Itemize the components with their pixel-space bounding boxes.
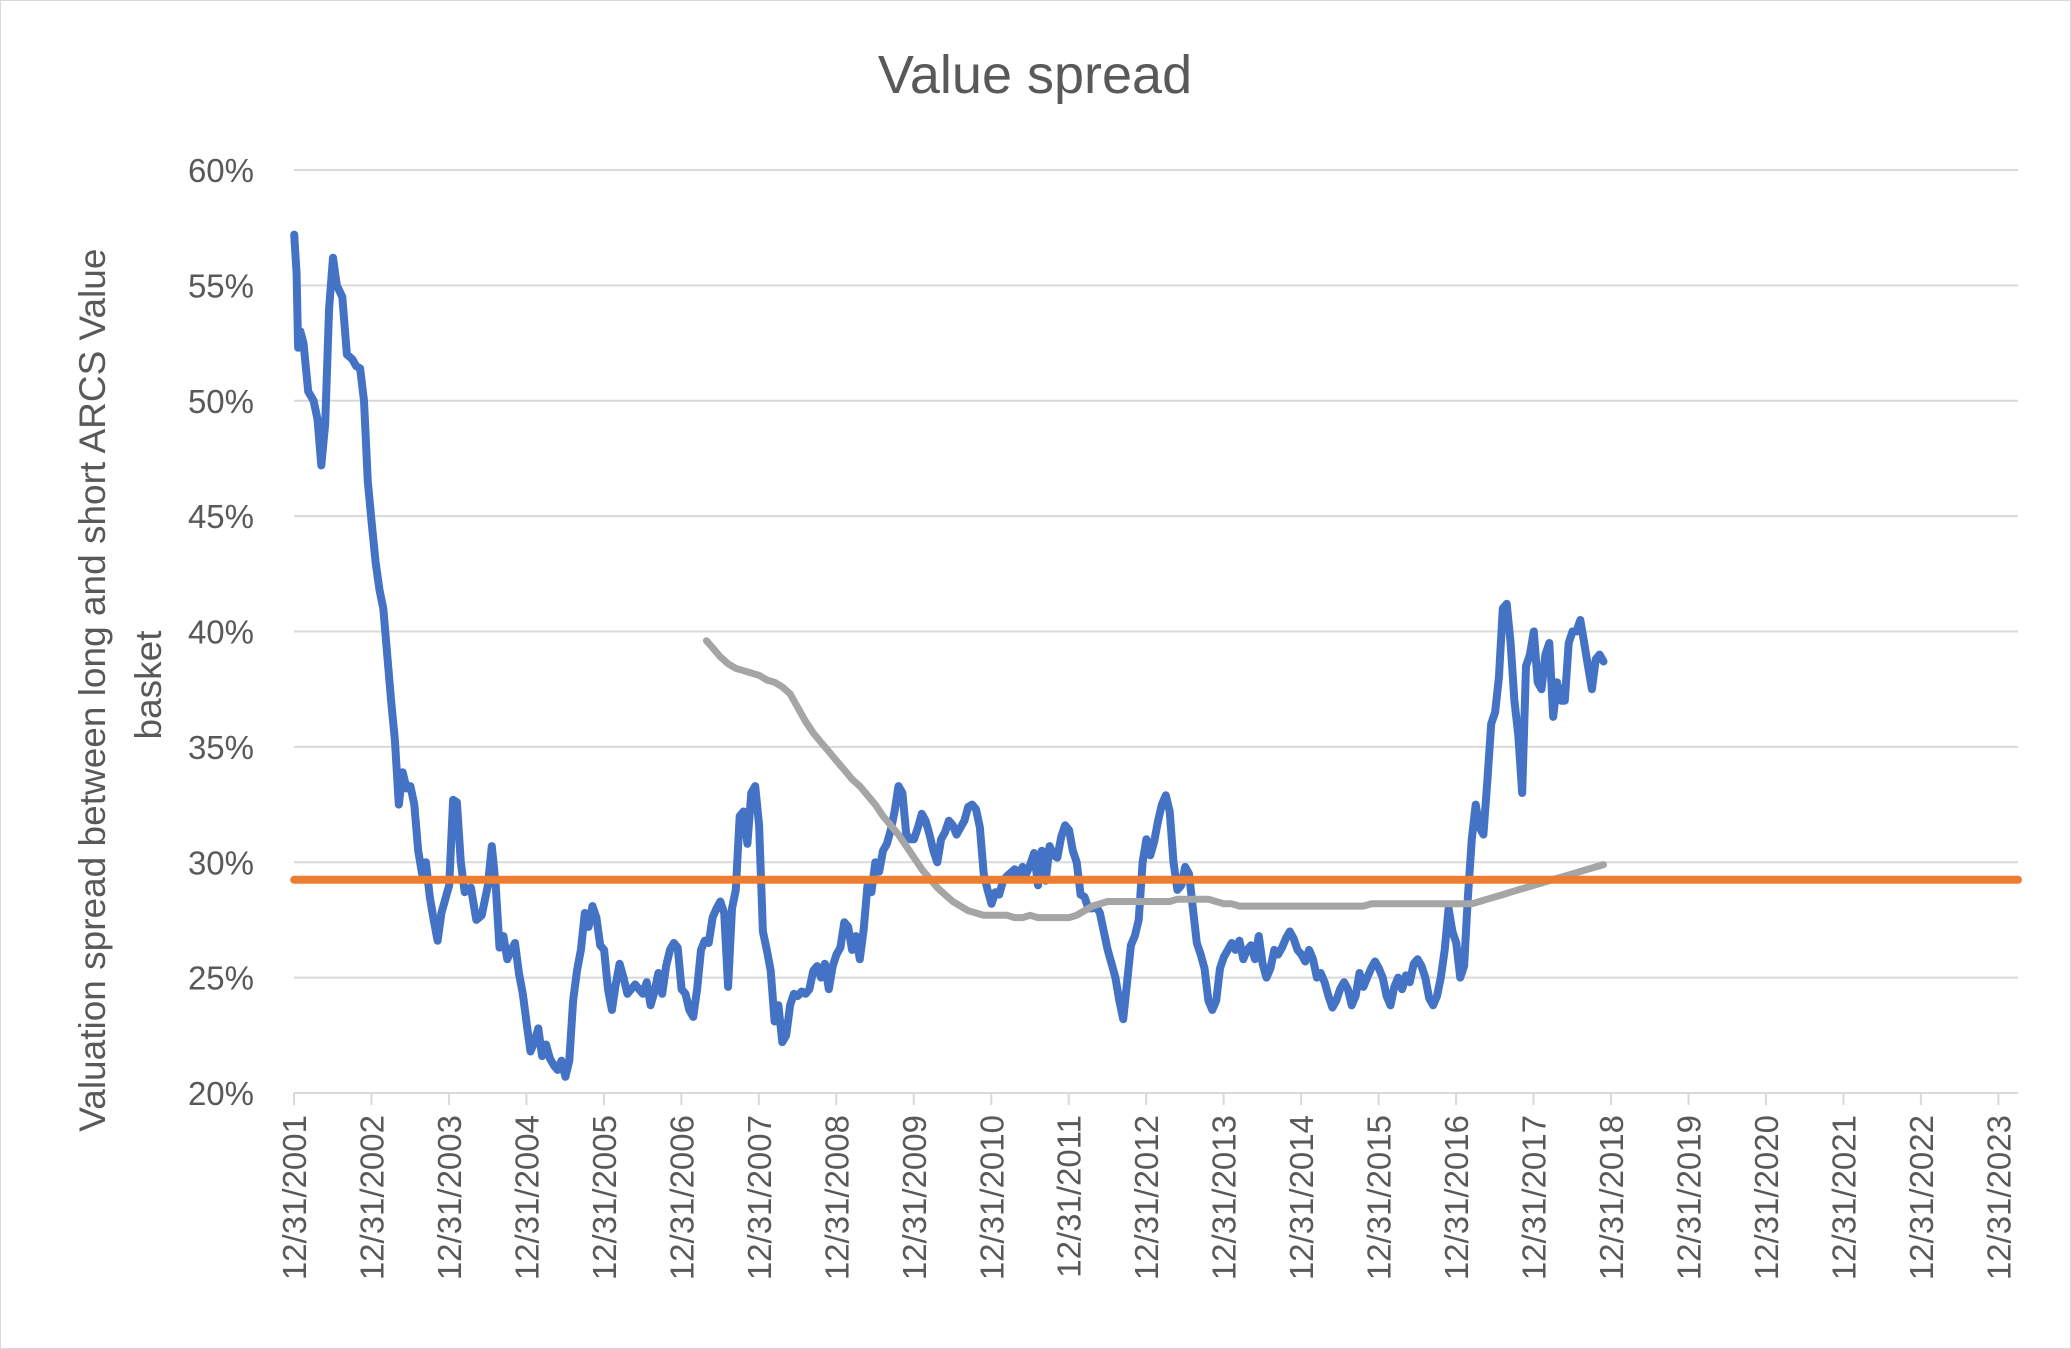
x-tick-label: 12/31/2022	[1903, 1115, 1940, 1280]
x-tick-label: 12/31/2016	[1438, 1115, 1475, 1280]
y-tick-label: 20%	[188, 1075, 254, 1112]
x-tick-label: 12/31/2001	[276, 1115, 313, 1280]
x-tick-label: 12/31/2018	[1593, 1115, 1630, 1280]
x-tick-label: 12/31/2023	[1980, 1115, 2017, 1280]
x-tick-label: 12/31/2009	[896, 1115, 933, 1280]
y-tick-label: 35%	[188, 729, 254, 766]
x-tick-label: 12/31/2005	[586, 1115, 623, 1280]
data-series	[290, 230, 2022, 1081]
x-tick-label: 12/31/2021	[1825, 1115, 1862, 1280]
series-line-value-spread	[290, 230, 1608, 1081]
x-tick-label: 12/31/2011	[1051, 1115, 1088, 1278]
x-tick-label: 12/31/2006	[663, 1115, 700, 1280]
y-tick-label: 25%	[188, 960, 254, 997]
x-axis-ticks: 12/31/2001 12/31/2002 12/31/2003 12/31/2004…	[276, 1093, 2017, 1280]
x-tick-label: 12/31/2019	[1671, 1115, 1708, 1280]
x-tick-label: 12/31/2014	[1283, 1115, 1320, 1280]
x-tick-label: 12/31/2002	[353, 1115, 390, 1280]
x-tick-label: 12/31/2003	[431, 1115, 468, 1280]
y-axis-title: Valuation spread between long and short …	[72, 238, 169, 1131]
y-tick-label: 60%	[188, 152, 254, 189]
y-axis-title-line-2: basket	[128, 630, 169, 740]
y-tick-label: 50%	[188, 383, 254, 420]
y-tick-label: 40%	[188, 614, 254, 651]
y-tick-label: 30%	[188, 844, 254, 881]
y-tick-label: 55%	[188, 267, 254, 304]
x-tick-label: 12/31/2008	[818, 1115, 855, 1280]
x-tick-label: 12/31/2012	[1128, 1115, 1165, 1280]
x-tick-label: 12/31/2020	[1748, 1115, 1785, 1280]
x-tick-label: 12/31/2015	[1361, 1115, 1398, 1280]
x-tick-label: 12/31/2017	[1516, 1115, 1553, 1280]
x-tick-label: 12/31/2007	[741, 1115, 778, 1280]
y-tick-label: 45%	[188, 498, 254, 535]
gridlines	[294, 169, 2018, 1094]
y-axis-title-line-1: Valuation spread between long and short …	[72, 249, 113, 1132]
x-tick-label: 12/31/2013	[1206, 1115, 1243, 1280]
y-axis-ticks: 20% 25% 30% 35% 40% 45% 50% 55% 60%	[188, 152, 254, 1112]
series-line-trend	[702, 637, 1607, 922]
chart-title: Value spread	[878, 45, 1192, 105]
x-tick-label: 12/31/2010	[973, 1115, 1010, 1280]
x-tick-label: 12/31/2004	[508, 1115, 545, 1280]
